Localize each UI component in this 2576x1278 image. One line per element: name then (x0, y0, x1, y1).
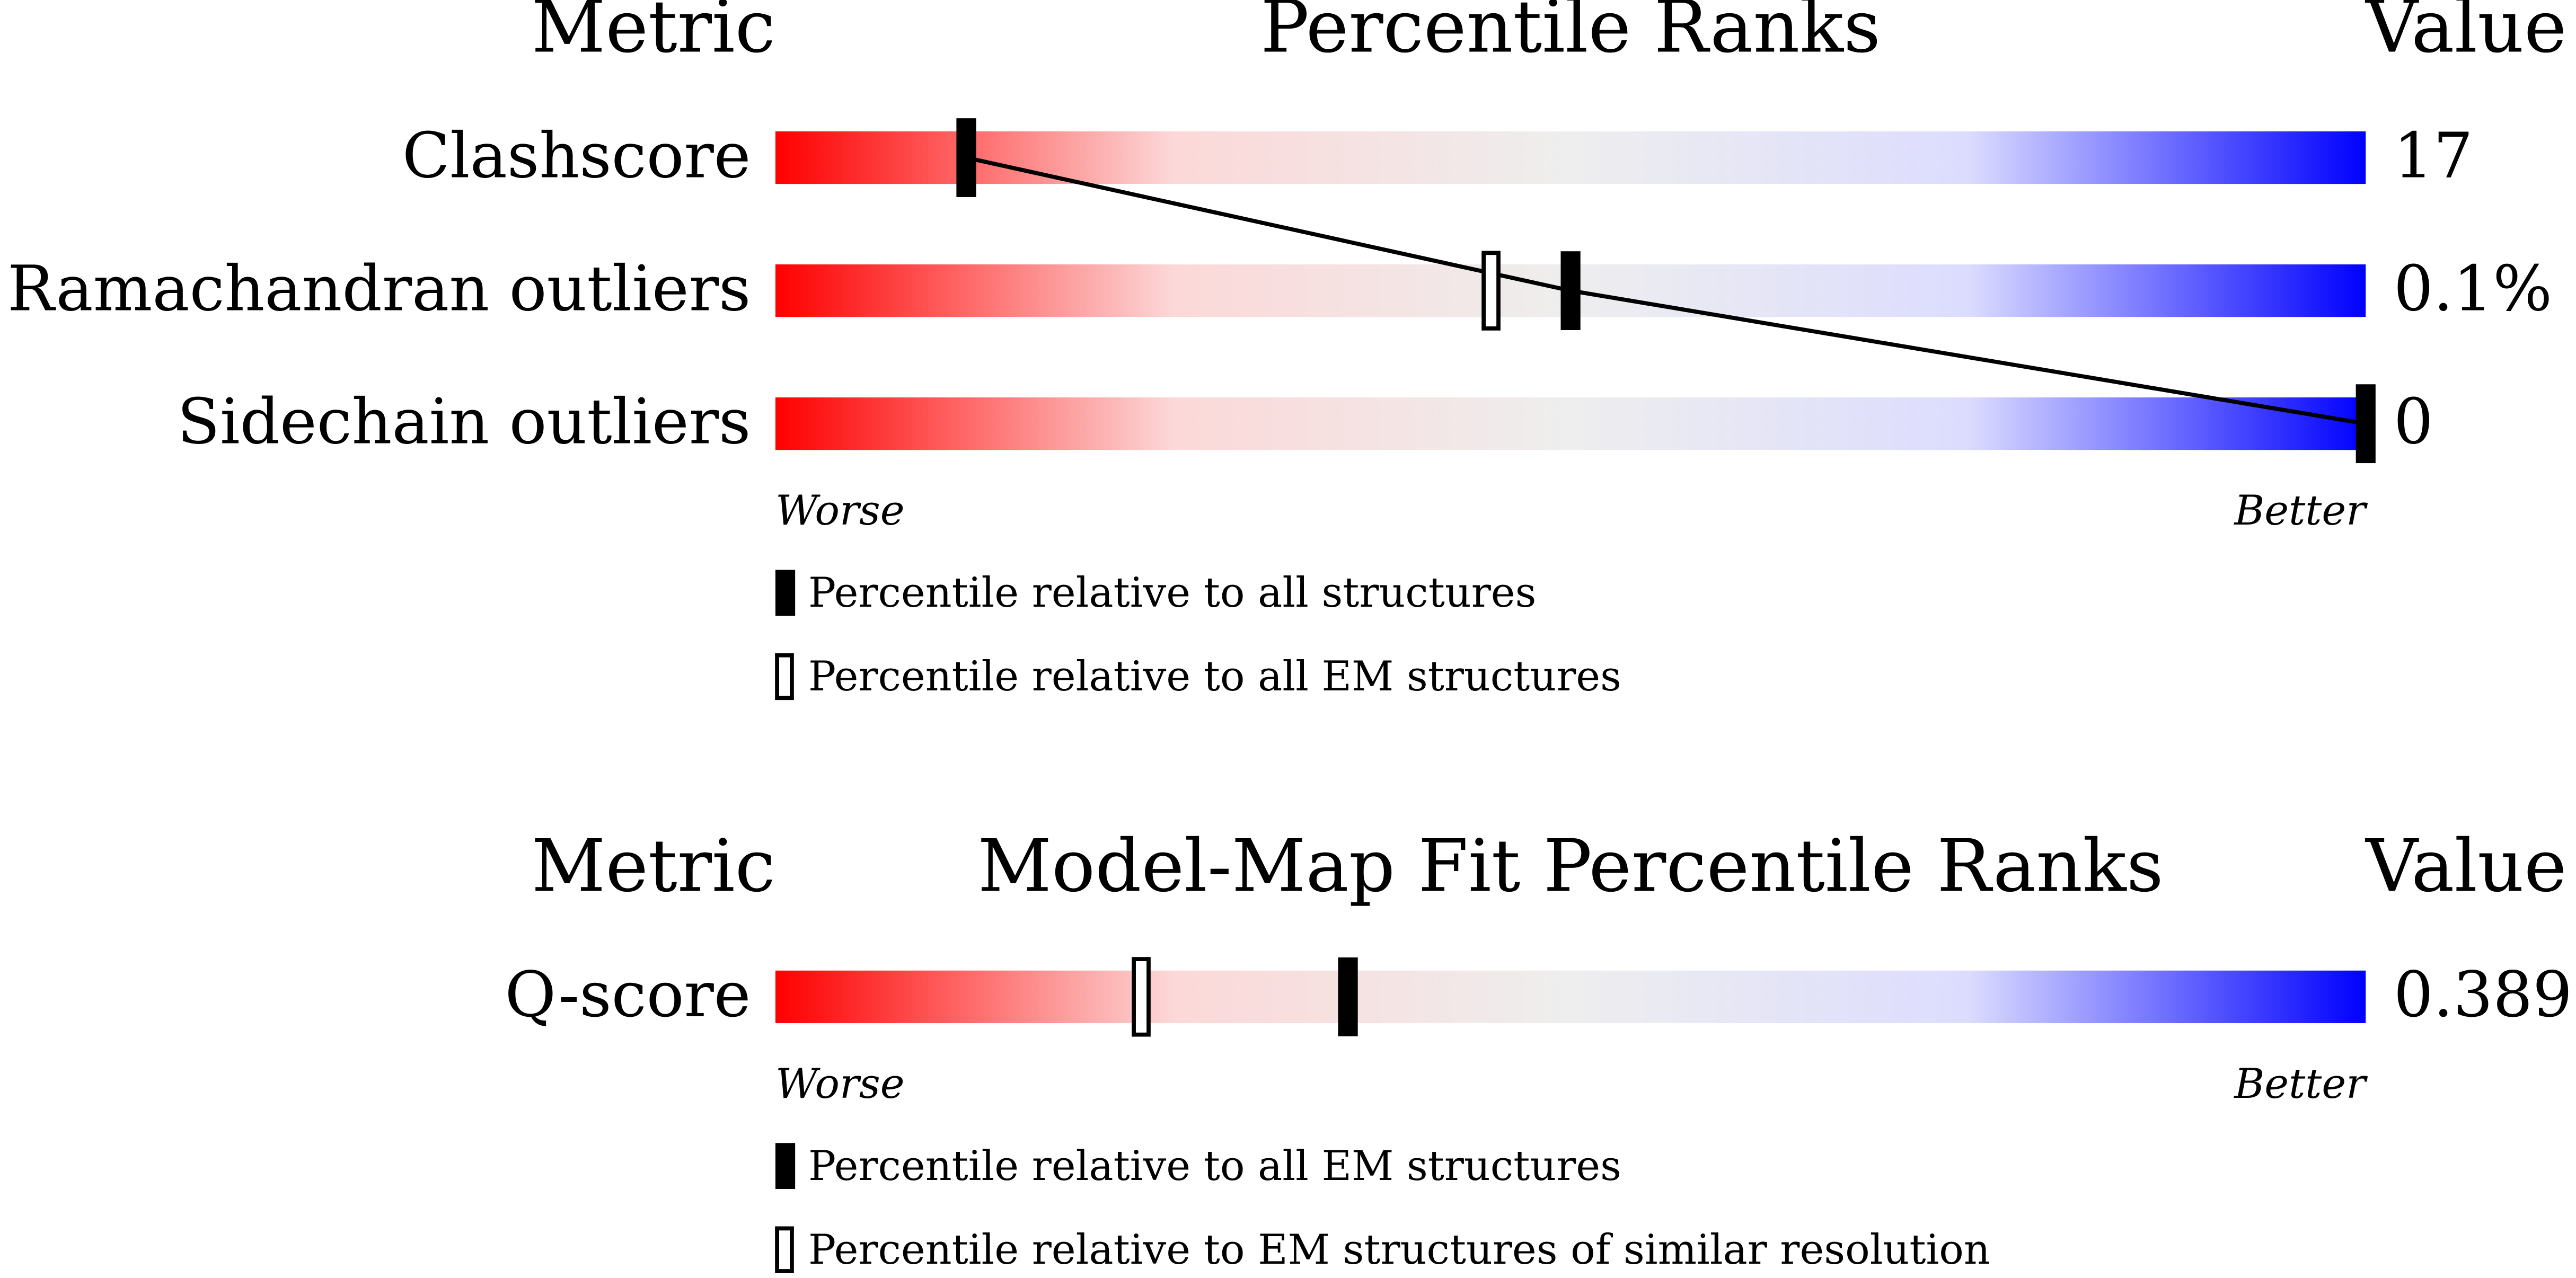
metric-value: 0.1% (2394, 252, 2552, 325)
percentile-marker-open (1481, 251, 1501, 331)
legend-label: Percentile relative to all structures (808, 569, 1536, 617)
metric-value: 17 (2394, 119, 2473, 192)
better-label: Better (2233, 1060, 2368, 1108)
percentile-marker (1338, 957, 1358, 1036)
percentile-marker (1560, 251, 1581, 330)
metric-label: Clashscore (402, 119, 751, 192)
legend-swatch (775, 570, 796, 616)
legend-label: Percentile relative to EM structures of … (808, 1226, 1990, 1274)
metric-label: Sidechain outliers (177, 385, 751, 458)
chart-title: Model-Map Fit Percentile Ranks (977, 824, 2163, 908)
metric-value: 0 (2394, 385, 2433, 458)
metric-label: Q-score (505, 958, 751, 1031)
legend-label: Percentile relative to all EM structures (808, 653, 1621, 700)
metric-value: 0.389 (2394, 958, 2572, 1031)
metric-label: Ramachandran outliers (7, 252, 751, 325)
value-header: Value (2365, 824, 2566, 908)
metric-header: Metric (532, 0, 775, 69)
legend-swatch-open (775, 653, 794, 700)
worse-label: Worse (775, 1060, 905, 1108)
percentile-bar (775, 131, 2366, 184)
percentile-marker-open (1132, 957, 1151, 1037)
legend-label: Percentile relative to all EM structures (808, 1142, 1621, 1190)
percentile-bar (775, 970, 2366, 1023)
legend-swatch (775, 1143, 796, 1190)
worse-label: Worse (775, 487, 905, 535)
percentile-marker (2356, 384, 2376, 464)
chart-title: Percentile Ranks (1260, 0, 1881, 69)
percentile-bar (775, 397, 2366, 450)
better-label: Better (2233, 487, 2368, 535)
value-header: Value (2365, 0, 2566, 69)
percentile-marker (956, 118, 976, 197)
legend-swatch-open (775, 1226, 794, 1273)
metric-header: Metric (532, 824, 775, 908)
